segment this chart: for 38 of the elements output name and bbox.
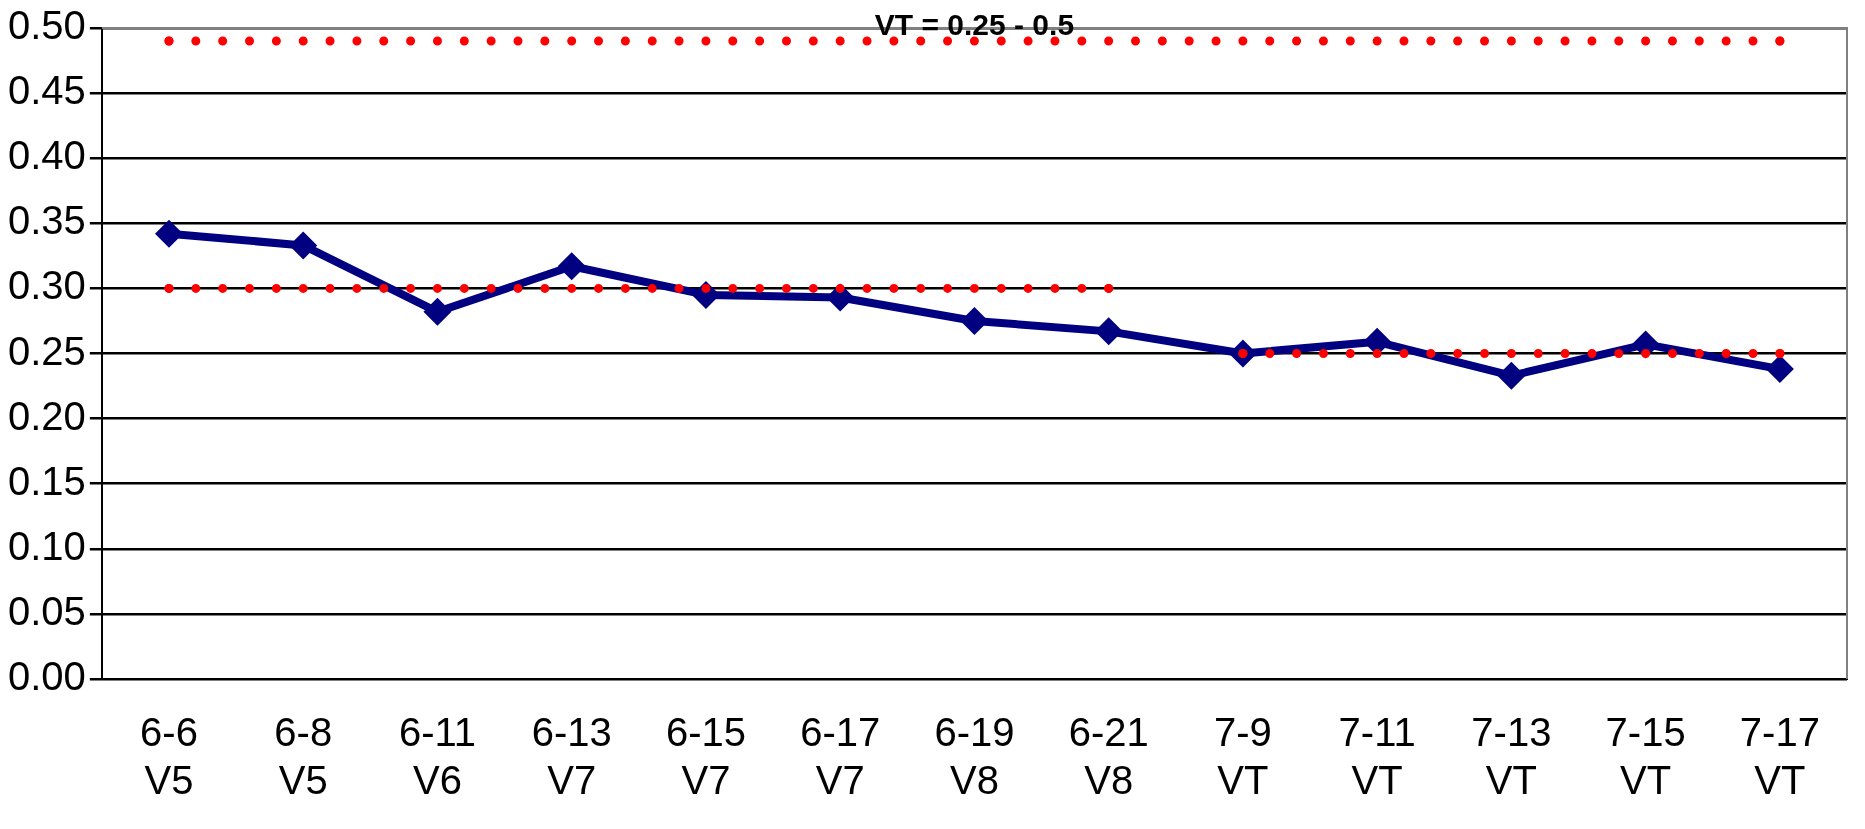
x-tick-label: 6-11 V6: [398, 710, 476, 803]
y-tick-label: 0.30: [7, 263, 86, 308]
x-tick-label: 6-17 V7: [800, 710, 881, 803]
point: [289, 231, 318, 260]
x-tick-label: 7-13 VT: [1471, 710, 1552, 803]
point: [1104, 283, 1114, 293]
point: [423, 297, 452, 326]
point: [960, 306, 989, 335]
x-tick-label: 7-15 VT: [1605, 710, 1686, 803]
x-tick-label: 6-8 V5: [274, 710, 333, 803]
x-tick-label: 6-19 V8: [934, 710, 1015, 803]
y-tick-label: 0.40: [7, 133, 86, 178]
point: [1775, 36, 1785, 46]
point: [1497, 361, 1526, 390]
y-tick-label: 0.05: [7, 588, 86, 633]
x-tick-label: 6-13 V7: [531, 710, 612, 803]
y-tick-label: 0.45: [7, 68, 86, 113]
x-tick-label: 6-6 V5: [140, 710, 198, 803]
point: [1775, 349, 1785, 358]
point: [1765, 355, 1794, 384]
x-tick-label: 6-15 V7: [665, 710, 746, 803]
y-tick-label: 0.35: [7, 198, 86, 243]
x-tick-label: 6-21 V8: [1068, 710, 1149, 803]
y-tick-label: 0.00: [7, 654, 86, 699]
point: [1094, 317, 1123, 346]
point: [557, 252, 586, 281]
y-tick-label: 0.15: [7, 458, 86, 503]
annotation: VT = 0.25 - 0.5: [874, 8, 1075, 42]
y-tick-label: 0.10: [7, 523, 86, 568]
y-tick-label: 0.25: [7, 328, 86, 373]
y-tick-label: 0.20: [7, 393, 86, 438]
point: [164, 283, 174, 293]
x-tick-label: 7-9 VT: [1214, 710, 1272, 803]
y-tick-label: 0.50: [7, 3, 86, 48]
x-tick-label: 7-11 VT: [1338, 710, 1416, 803]
point: [154, 219, 183, 248]
x-tick-label: 7-17 VT: [1739, 710, 1820, 803]
point: [164, 36, 174, 46]
